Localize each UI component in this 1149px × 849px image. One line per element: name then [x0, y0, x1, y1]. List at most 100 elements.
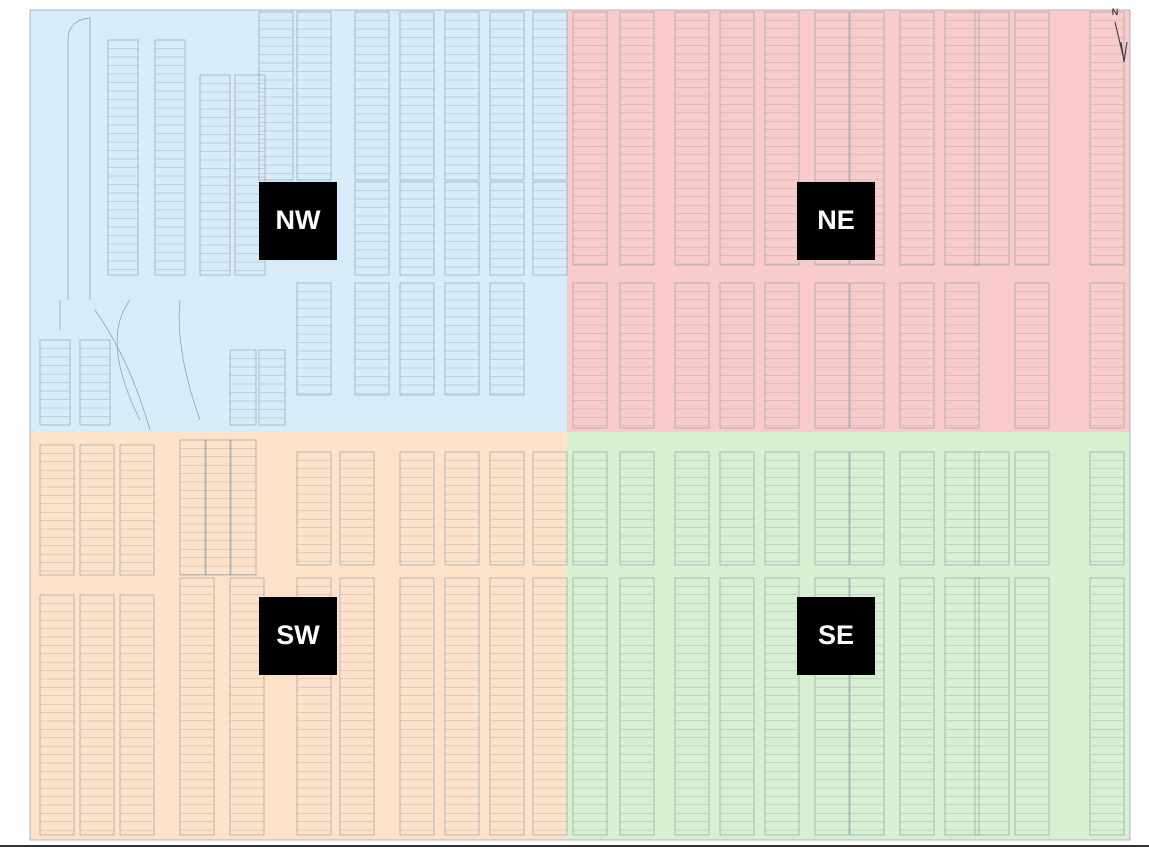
plot-rows	[80, 603, 114, 831]
plot-column	[489, 11, 525, 181]
plot-rows	[975, 586, 1009, 831]
plot-column	[619, 577, 655, 836]
plot-column	[204, 439, 232, 576]
plot-column	[674, 11, 710, 266]
plot-column	[532, 11, 568, 181]
plot-rows	[1015, 586, 1049, 831]
plot-column	[674, 577, 710, 836]
plot-rows	[620, 20, 654, 265]
plot-column	[179, 577, 215, 836]
plot-column	[296, 282, 332, 396]
plot-column	[899, 577, 935, 836]
plot-column	[107, 39, 139, 276]
plot-column	[719, 577, 755, 836]
plot-rows	[675, 460, 709, 562]
plot-column	[1014, 451, 1050, 566]
plot-column	[944, 11, 980, 266]
plot-rows	[400, 586, 434, 831]
plot-rows	[945, 20, 979, 265]
plot-column	[572, 11, 608, 266]
plot-rows	[675, 291, 709, 426]
plot-column	[258, 349, 286, 426]
plot-column	[1014, 282, 1050, 429]
plot-column	[79, 444, 115, 576]
plot-column	[39, 594, 75, 836]
plot-column	[719, 451, 755, 566]
plot-rows	[355, 291, 389, 394]
plot-column	[814, 11, 850, 266]
plot-rows	[720, 291, 754, 426]
plot-column	[674, 451, 710, 566]
plot-rows	[80, 348, 110, 417]
plot-column	[814, 451, 850, 566]
plot-rows	[108, 48, 138, 270]
plot-column	[572, 451, 608, 566]
plot-column	[399, 11, 435, 181]
plot-column	[79, 594, 115, 836]
plot-column	[974, 11, 1010, 266]
plot-column	[199, 74, 231, 276]
plot-rows	[445, 20, 479, 174]
plot-column	[532, 181, 568, 276]
plot-rows	[297, 20, 331, 174]
map-border	[29, 9, 1131, 841]
plot-rows	[573, 291, 607, 426]
plot-column	[572, 282, 608, 429]
plot-column	[899, 451, 935, 566]
plot-column	[399, 282, 435, 396]
plot-column	[154, 39, 186, 276]
plot-rows	[355, 20, 389, 174]
plot-rows	[340, 586, 374, 831]
plot-rows	[815, 460, 849, 562]
plot-column	[444, 11, 480, 181]
plot-column	[258, 11, 294, 181]
plot-rows	[259, 358, 285, 419]
plot-rows	[1090, 20, 1124, 265]
plot-rows	[533, 190, 567, 268]
plot-rows	[533, 460, 567, 562]
plot-rows	[573, 586, 607, 831]
plot-column	[1089, 577, 1125, 836]
plot-rows	[230, 358, 256, 419]
plot-column	[619, 282, 655, 429]
plot-column	[354, 11, 390, 181]
plot-rows	[573, 460, 607, 562]
plot-rows	[720, 20, 754, 265]
plot-grid	[39, 11, 1125, 836]
plot-column	[399, 181, 435, 276]
plot-rows	[1015, 20, 1049, 265]
plot-column	[1014, 11, 1050, 266]
plot-column	[814, 577, 850, 836]
plot-rows	[900, 20, 934, 265]
plot-rows	[490, 586, 524, 831]
plot-rows	[400, 20, 434, 174]
plot-column	[354, 282, 390, 396]
plot-column	[572, 577, 608, 836]
section-badge	[797, 182, 875, 260]
plot-rows	[765, 291, 799, 426]
plot-rows	[675, 586, 709, 831]
plot-rows	[200, 83, 230, 271]
plot-column	[944, 577, 980, 836]
plot-rows	[720, 586, 754, 831]
section-label: NW	[276, 205, 321, 235]
plot-column	[444, 577, 480, 836]
plot-rows	[445, 460, 479, 562]
section-label: SW	[276, 620, 320, 650]
plot-rows	[975, 20, 1009, 265]
plot-column	[399, 577, 435, 836]
compass-arrow	[1114, 21, 1128, 63]
plot-rows	[850, 291, 884, 426]
plot-rows	[40, 453, 74, 572]
section-badge	[259, 182, 337, 260]
plot-rows	[340, 460, 374, 562]
plot-rows	[1015, 291, 1049, 426]
plot-column	[764, 11, 800, 266]
plot-rows	[230, 586, 264, 831]
plot-rows	[720, 460, 754, 562]
plot-rows	[355, 190, 389, 268]
plot-rows	[533, 20, 567, 174]
plot-column	[234, 74, 266, 276]
plot-column	[489, 577, 525, 836]
